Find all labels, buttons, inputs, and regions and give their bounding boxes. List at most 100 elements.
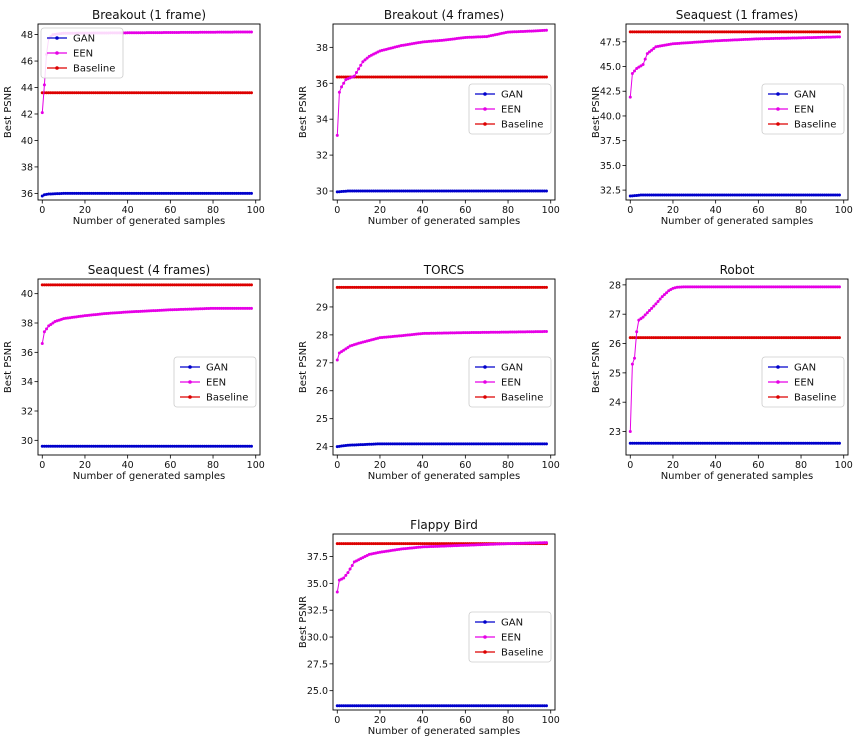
data-point xyxy=(361,60,365,64)
data-point xyxy=(716,30,720,34)
data-point xyxy=(763,37,767,41)
data-point xyxy=(508,30,512,34)
data-point xyxy=(203,91,206,95)
data-point xyxy=(132,283,136,287)
data-point xyxy=(134,31,138,35)
data-point xyxy=(138,309,142,313)
data-point xyxy=(357,443,361,447)
data-point xyxy=(656,193,660,197)
data-point xyxy=(446,75,450,79)
data-point xyxy=(645,193,649,197)
data-point xyxy=(395,542,399,546)
data-point xyxy=(485,75,489,79)
data-point xyxy=(641,315,645,319)
legend-box xyxy=(468,356,552,408)
data-point xyxy=(438,544,442,548)
data-point xyxy=(767,30,771,34)
data-point xyxy=(500,285,504,289)
data-point xyxy=(359,285,363,289)
data-point xyxy=(667,441,671,445)
data-point xyxy=(239,191,243,195)
data-point xyxy=(45,91,49,95)
data-point xyxy=(340,542,344,546)
y-tick-label: 30 xyxy=(21,436,33,447)
data-point xyxy=(712,39,716,43)
data-point xyxy=(68,283,72,287)
data-point xyxy=(104,191,108,195)
data-point xyxy=(421,704,425,708)
data-point xyxy=(128,310,132,314)
data-point xyxy=(540,330,544,334)
data-point xyxy=(404,704,408,708)
data-point xyxy=(816,30,820,34)
data-point xyxy=(803,30,807,34)
data-point xyxy=(791,193,794,197)
data-point xyxy=(791,285,794,289)
data-point xyxy=(754,336,758,340)
data-point xyxy=(166,444,170,448)
data-point xyxy=(763,336,767,340)
legend-label: GAN xyxy=(206,363,228,374)
data-point xyxy=(380,442,384,446)
data-point xyxy=(215,444,219,448)
data-point xyxy=(138,191,142,195)
data-point xyxy=(412,442,416,446)
data-point xyxy=(425,442,429,446)
data-point xyxy=(532,75,536,79)
data-point xyxy=(788,285,792,289)
data-point xyxy=(778,30,782,34)
data-point xyxy=(153,283,157,287)
data-point xyxy=(241,283,245,287)
data-point xyxy=(188,307,192,311)
data-point xyxy=(401,442,405,446)
data-point xyxy=(639,317,643,321)
data-point xyxy=(729,38,733,42)
data-point xyxy=(470,331,474,335)
data-point xyxy=(544,442,548,446)
data-point xyxy=(459,442,463,446)
x-tick-label: 100 xyxy=(542,715,560,726)
data-point xyxy=(149,91,153,95)
data-point xyxy=(669,30,673,34)
y-tick-label: 29 xyxy=(316,302,328,313)
data-point xyxy=(342,704,346,708)
data-point xyxy=(741,38,745,42)
data-point xyxy=(177,308,181,312)
data-point xyxy=(47,192,51,196)
data-point xyxy=(493,285,497,289)
data-point xyxy=(459,75,463,79)
y-tick-label: 32.5 xyxy=(600,186,621,197)
x-tick-label: 40 xyxy=(122,460,134,471)
data-point xyxy=(151,191,155,195)
data-point xyxy=(455,442,459,446)
data-point xyxy=(692,336,696,340)
data-point xyxy=(423,331,427,335)
data-point xyxy=(771,441,775,445)
data-point xyxy=(737,336,741,340)
data-point xyxy=(816,285,820,289)
y-tick-label: 25.0 xyxy=(307,686,328,697)
y-tick-label: 36 xyxy=(316,79,328,90)
data-point xyxy=(222,444,226,448)
data-point xyxy=(433,542,437,546)
data-point xyxy=(703,336,707,340)
data-point xyxy=(480,330,484,334)
data-point xyxy=(485,442,489,446)
data-point xyxy=(455,704,459,708)
legend-label: GAN xyxy=(794,90,816,101)
data-point xyxy=(812,30,816,34)
data-point xyxy=(42,83,46,87)
data-point xyxy=(241,30,245,34)
data-point xyxy=(134,310,138,314)
data-point xyxy=(773,30,777,34)
data-point xyxy=(151,309,155,313)
data-point xyxy=(62,444,66,448)
data-point xyxy=(363,285,367,289)
data-point xyxy=(243,444,247,448)
data-point xyxy=(532,330,536,334)
data-point xyxy=(544,330,548,334)
data-point xyxy=(741,285,745,289)
data-point xyxy=(126,31,130,35)
data-point xyxy=(190,444,194,448)
data-point xyxy=(249,30,253,34)
